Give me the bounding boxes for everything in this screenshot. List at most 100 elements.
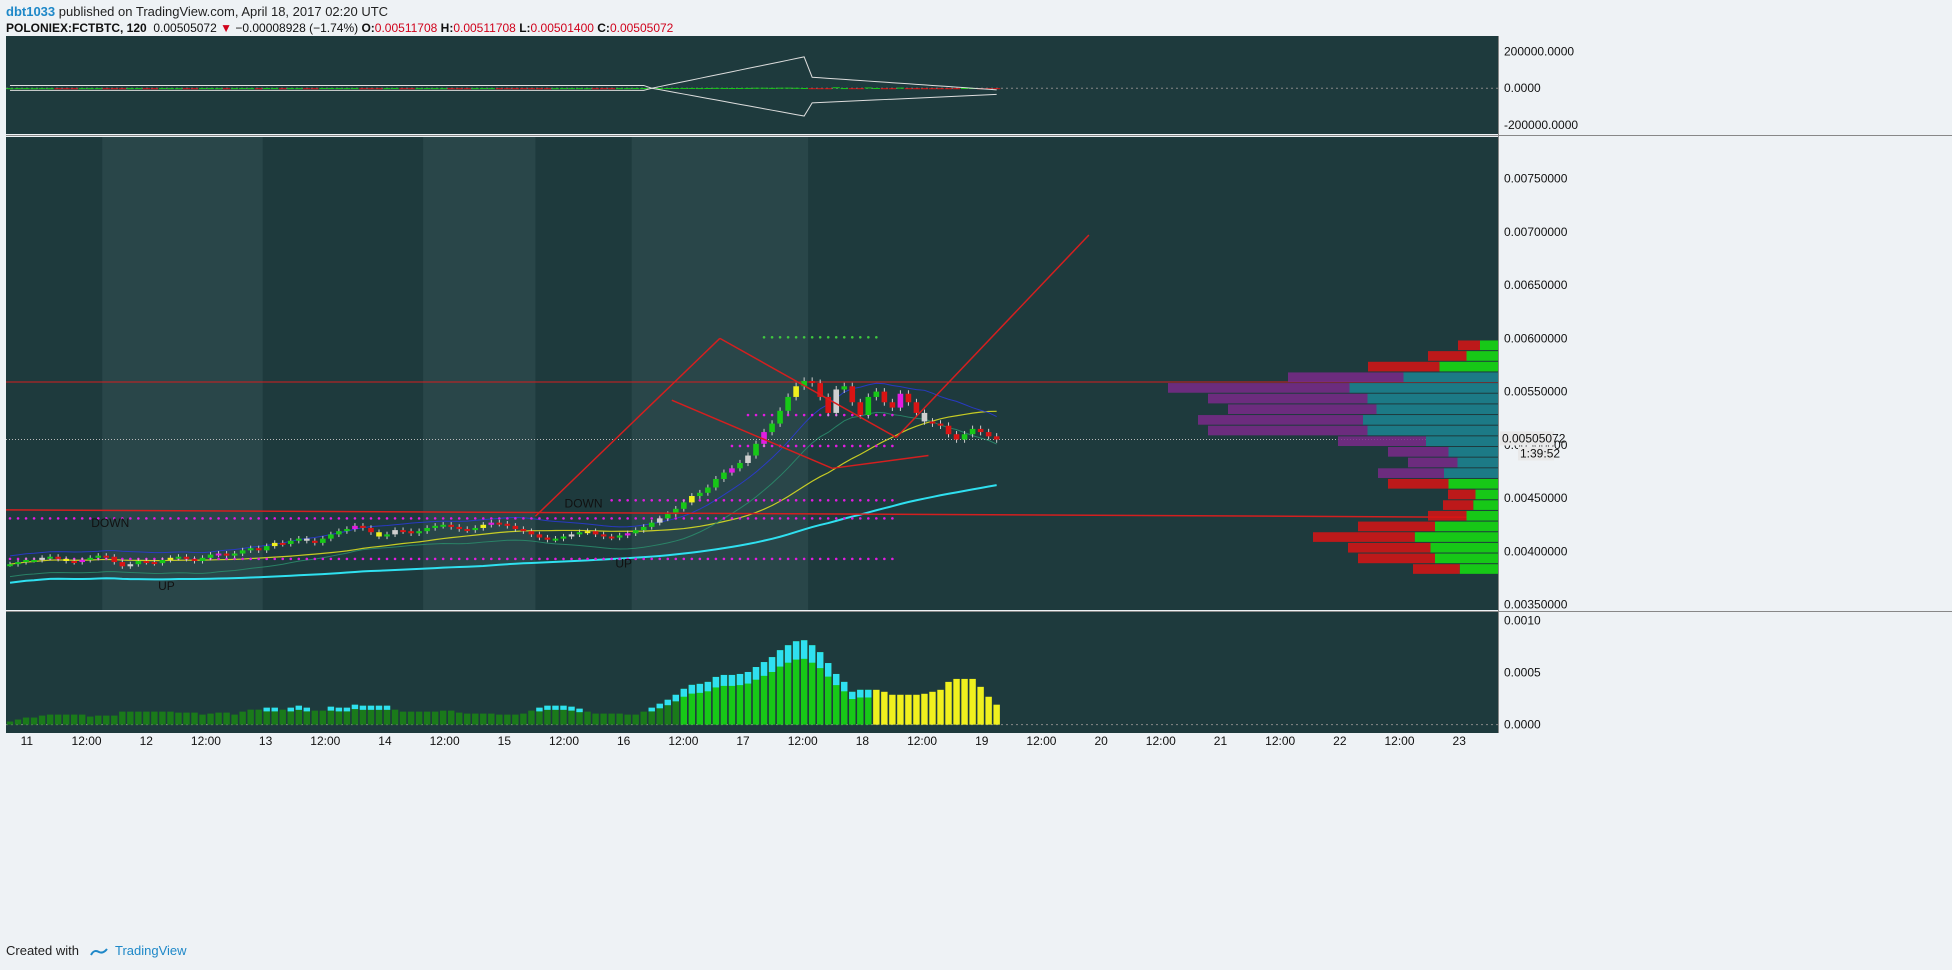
dotted-level	[281, 557, 285, 561]
volatility-bar	[496, 714, 503, 725]
volatility-bar	[833, 673, 840, 725]
dotted-level	[875, 413, 878, 417]
volatility-bar	[335, 707, 343, 725]
dotted-level	[746, 557, 750, 561]
momentum-bar	[744, 87, 752, 89]
candle-body	[753, 443, 759, 456]
dotted-level	[281, 517, 285, 520]
dotted-level	[858, 517, 862, 520]
symbol-line: POLONIEX:FCTBTC, 120 0.00505072 ▼ −0.000…	[6, 21, 673, 35]
volatility-bar	[271, 707, 278, 725]
dotted-level	[778, 557, 782, 561]
candle-body	[223, 553, 230, 556]
dotted-level	[313, 517, 317, 520]
dotted-level	[786, 335, 790, 339]
dotted-level	[241, 557, 244, 561]
volatility-bar	[6, 721, 14, 725]
dotted-level	[409, 557, 413, 561]
candle-body	[873, 391, 880, 397]
volatility-bar	[937, 689, 944, 725]
dotted-level	[514, 557, 517, 561]
candle-body	[528, 531, 535, 535]
last-price-tag-text: 0.00505072	[1502, 431, 1566, 445]
dotted-level	[883, 444, 886, 448]
momentum-bar	[495, 88, 503, 90]
volatility-bar	[776, 650, 784, 725]
volatility-bar	[111, 715, 118, 725]
volatility-bar-cap	[800, 640, 808, 659]
momentum-bar	[632, 88, 640, 90]
volatility-bar	[62, 714, 70, 725]
dotted-level	[530, 557, 533, 561]
dotted-level	[433, 517, 437, 520]
chart-area[interactable]: 11 12:00 12 12:00 13 12:00 14 12:00 15 12:00 16 12:…	[0, 0, 1952, 940]
volatility-bar	[103, 715, 110, 725]
author-link[interactable]: dbt1033	[6, 4, 56, 19]
candle-body	[239, 550, 246, 554]
candle-body	[913, 402, 920, 413]
dotted-level	[321, 517, 325, 520]
volume-profile-bar	[1428, 510, 1467, 521]
dotted-level	[746, 413, 750, 417]
volatility-bar	[431, 711, 439, 725]
tradingview-link[interactable]: TradingView	[114, 943, 187, 958]
volatility-bar	[143, 711, 150, 725]
candle-body	[303, 538, 310, 541]
pattern-line	[719, 337, 897, 439]
dotted-level	[778, 335, 782, 339]
candle-body	[440, 524, 446, 527]
dotted-level	[345, 557, 349, 561]
volatility-bar	[415, 711, 423, 725]
dotted-level	[121, 557, 124, 561]
dotted-level	[810, 413, 814, 417]
candle-body	[15, 562, 21, 565]
volatility-bar	[624, 714, 631, 725]
momentum-bar	[656, 88, 664, 90]
volume-profile-bar	[1448, 489, 1476, 500]
dotted-level	[818, 413, 822, 417]
momentum-bar	[752, 87, 760, 89]
x-tick-label: 12:00	[430, 734, 460, 748]
candle-body	[777, 410, 783, 424]
dotted-level	[850, 517, 854, 520]
countdown-tag	[1518, 446, 1554, 461]
momentum-bar	[944, 88, 953, 90]
pattern-line	[832, 454, 929, 470]
y-tick-label: 0.00650000	[1504, 278, 1568, 292]
dotted-level	[570, 517, 573, 520]
volatility-bar	[873, 689, 880, 725]
momentum-bar	[816, 88, 824, 90]
momentum-upper-line	[10, 56, 997, 91]
dotted-level	[530, 517, 533, 520]
x-tick-label: 12:00	[1146, 734, 1176, 748]
x-tick-label: 12:00	[1026, 734, 1056, 748]
momentum-bar	[94, 88, 102, 90]
dotted-level	[891, 498, 894, 502]
x-tick-label: 19	[975, 734, 989, 748]
momentum-bar	[303, 88, 311, 90]
dotted-level	[16, 557, 20, 561]
x-tick-label: 18	[856, 734, 870, 748]
momentum-bar	[608, 88, 616, 90]
momentum-bar	[399, 88, 407, 90]
dotted-level	[393, 517, 397, 520]
momentum-bar	[712, 87, 720, 89]
low-value: 0.00501400	[530, 21, 594, 35]
price-change: −0.00008928 (−1.74%)	[235, 21, 359, 35]
momentum-bar	[182, 88, 191, 90]
dotted-level	[674, 517, 678, 520]
dotted-level	[754, 557, 758, 561]
candle-body	[801, 380, 807, 387]
volatility-bar	[87, 716, 94, 725]
momentum-bar	[896, 87, 905, 89]
momentum-bar	[776, 87, 784, 89]
y-tick-label: 0.00350000	[1504, 598, 1568, 612]
footer: Created with TradingView	[6, 943, 187, 958]
candle-body	[7, 564, 13, 567]
dotted-level	[826, 498, 830, 502]
volatility-bar	[808, 645, 816, 725]
volatility-bar-cap	[560, 705, 567, 710]
volume-profile-bar	[1408, 457, 1458, 468]
momentum-bar	[174, 88, 183, 90]
candle-body	[392, 530, 398, 535]
